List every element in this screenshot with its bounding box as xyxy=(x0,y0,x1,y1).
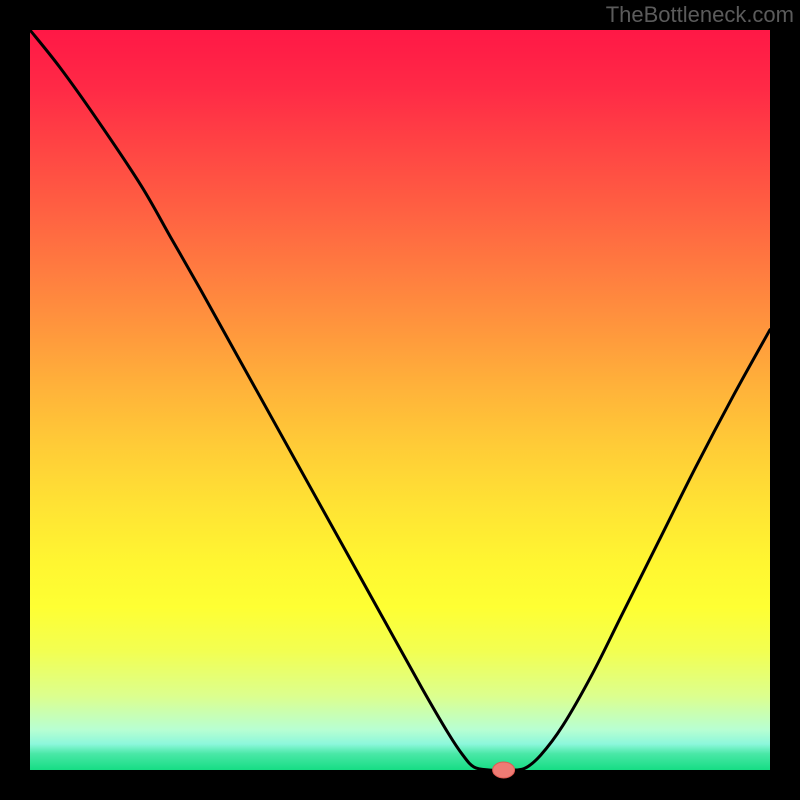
watermark-text: TheBottleneck.com xyxy=(606,2,794,28)
optimum-marker xyxy=(493,762,515,778)
bottleneck-curve-chart xyxy=(0,0,800,800)
plot-background xyxy=(30,30,770,770)
chart-container: TheBottleneck.com xyxy=(0,0,800,800)
